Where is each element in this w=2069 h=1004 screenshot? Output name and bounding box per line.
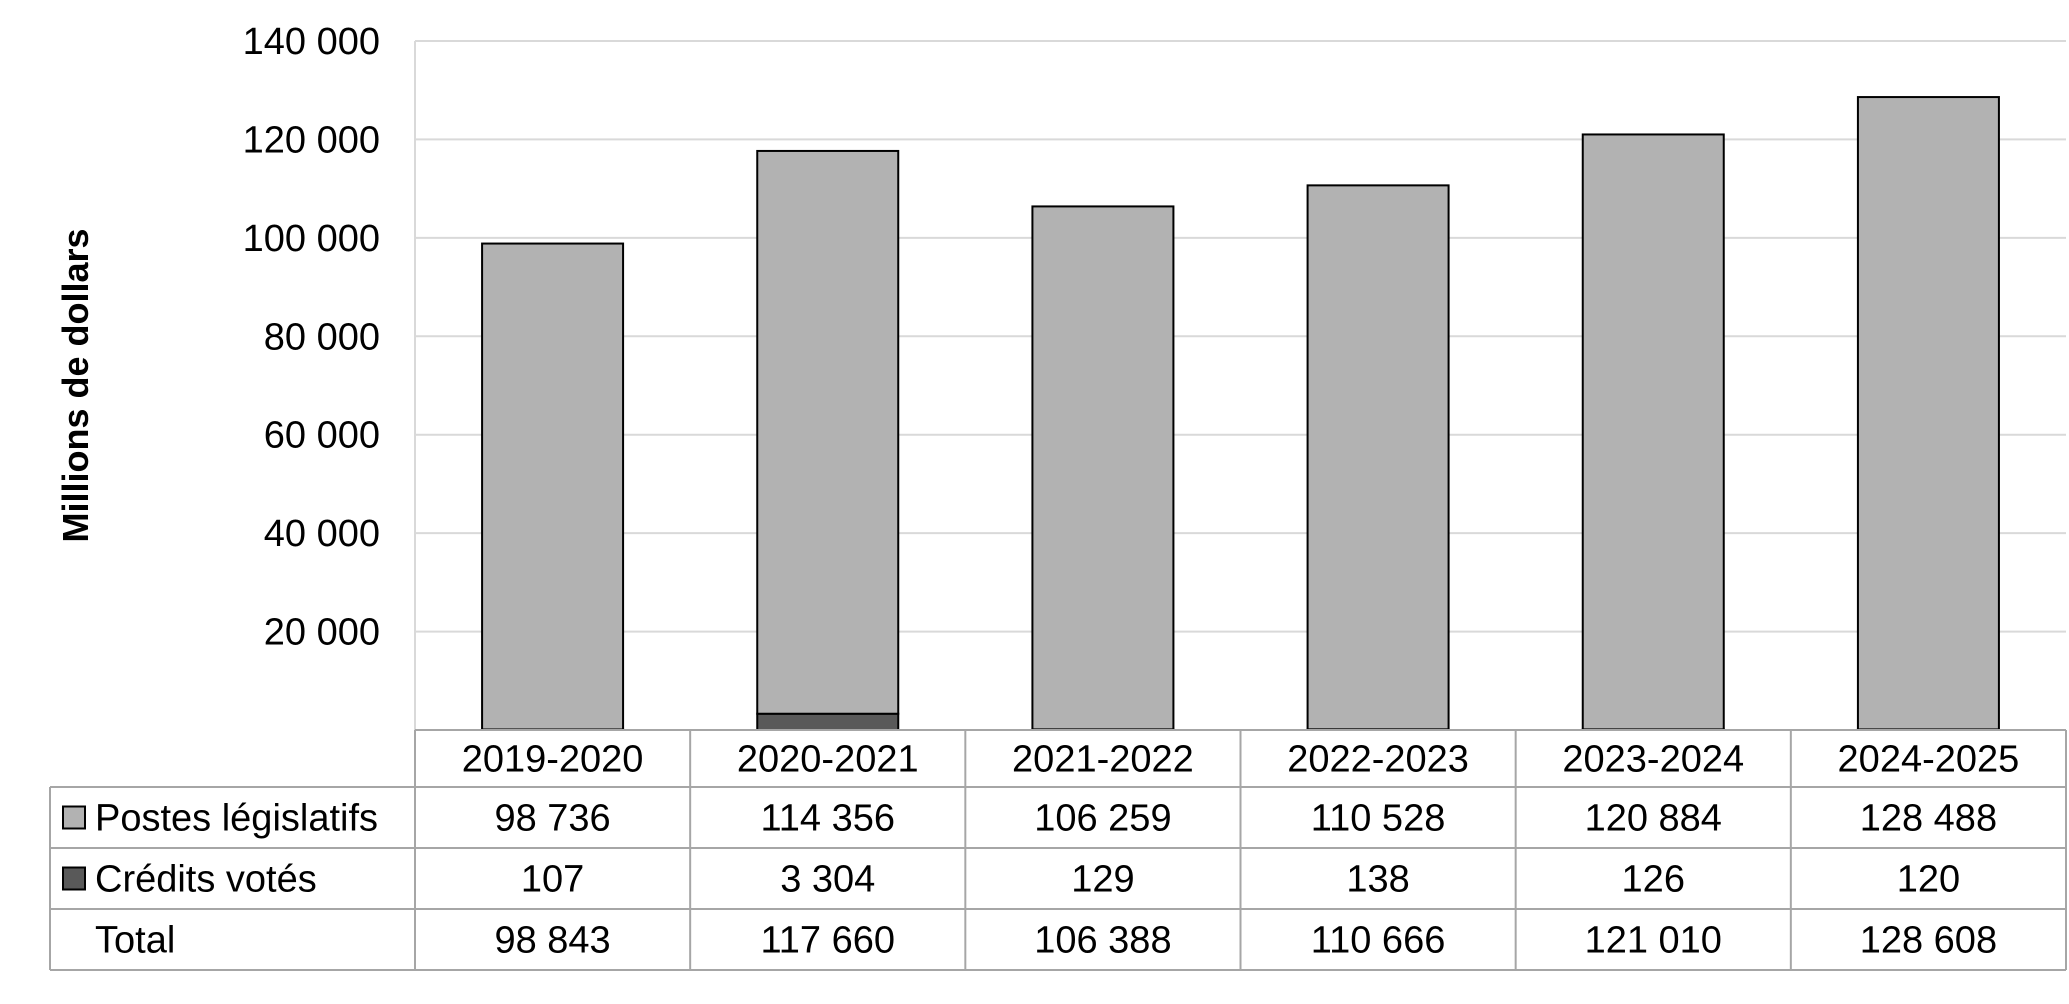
x-category-label: 2020-2021 (737, 739, 919, 781)
x-category-label: 2019-2020 (462, 739, 644, 781)
total-value: 121 010 (1585, 920, 1722, 962)
legend-swatch (62, 805, 86, 830)
data-table: 2019-2020 2020-2021 2021-2022 2022-2023 2023… (49, 729, 2067, 971)
data-label: 107 (521, 859, 584, 901)
x-category-label: 2021-2022 (1012, 739, 1194, 781)
legend-label: Crédits votés (95, 859, 317, 901)
y-tick-label: 120 000 (243, 119, 380, 161)
data-label: 129 (1071, 859, 1134, 901)
total-value: 98 843 (494, 920, 610, 962)
data-label: 126 (1622, 859, 1685, 901)
data-label: 98 736 (494, 798, 610, 840)
total-row-label: Total (95, 920, 175, 962)
y-tick-label: 140 000 (243, 21, 380, 63)
y-axis-title: Millions de dollars (55, 228, 96, 542)
legend-swatch (62, 866, 86, 891)
bar-postes-l-gislatifs-2020-2021 (756, 149, 900, 715)
bar-postes-l-gislatifs-2024-2025 (1856, 96, 2000, 731)
x-category-label: 2022-2023 (1287, 739, 1469, 781)
bar-postes-l-gislatifs-2021-2022 (1031, 205, 1175, 731)
y-tick-label: 40 000 (264, 513, 380, 555)
data-label: 3 304 (780, 859, 875, 901)
bar-cr-dits-vot-s-2020-2021 (756, 712, 900, 732)
bar-postes-l-gislatifs-2023-2024 (1581, 133, 1725, 731)
x-category-label: 2023-2024 (1562, 739, 1744, 781)
data-label: 106 259 (1034, 798, 1171, 840)
gridlines (414, 40, 2066, 730)
bars (481, 96, 2000, 732)
data-label: 138 (1346, 859, 1409, 901)
x-category-label: 2024-2025 (1838, 739, 2020, 781)
data-label: 114 356 (760, 798, 895, 840)
total-value: 117 660 (760, 920, 895, 962)
data-label: 128 488 (1860, 798, 1997, 840)
y-tick-label: 80 000 (264, 316, 380, 358)
total-value: 110 666 (1311, 920, 1446, 962)
data-label: 120 884 (1585, 798, 1722, 840)
y-tick-label: 100 000 (243, 218, 380, 260)
total-value: 106 388 (1034, 920, 1171, 962)
y-tick-label: 60 000 (264, 415, 380, 457)
data-label: 110 528 (1311, 798, 1446, 840)
y-tick-labels: 20 000 40 000 60 000 80 000 100 000 120 000 14… (243, 21, 380, 654)
legend-label: Postes législatifs (95, 798, 378, 840)
bar-postes-l-gislatifs-2022-2023 (1306, 184, 1450, 731)
total-value: 128 608 (1860, 920, 1997, 962)
data-label: 120 (1897, 859, 1960, 901)
bar-postes-l-gislatifs-2019-2020 (481, 242, 625, 731)
y-tick-label: 20 000 (264, 612, 380, 654)
